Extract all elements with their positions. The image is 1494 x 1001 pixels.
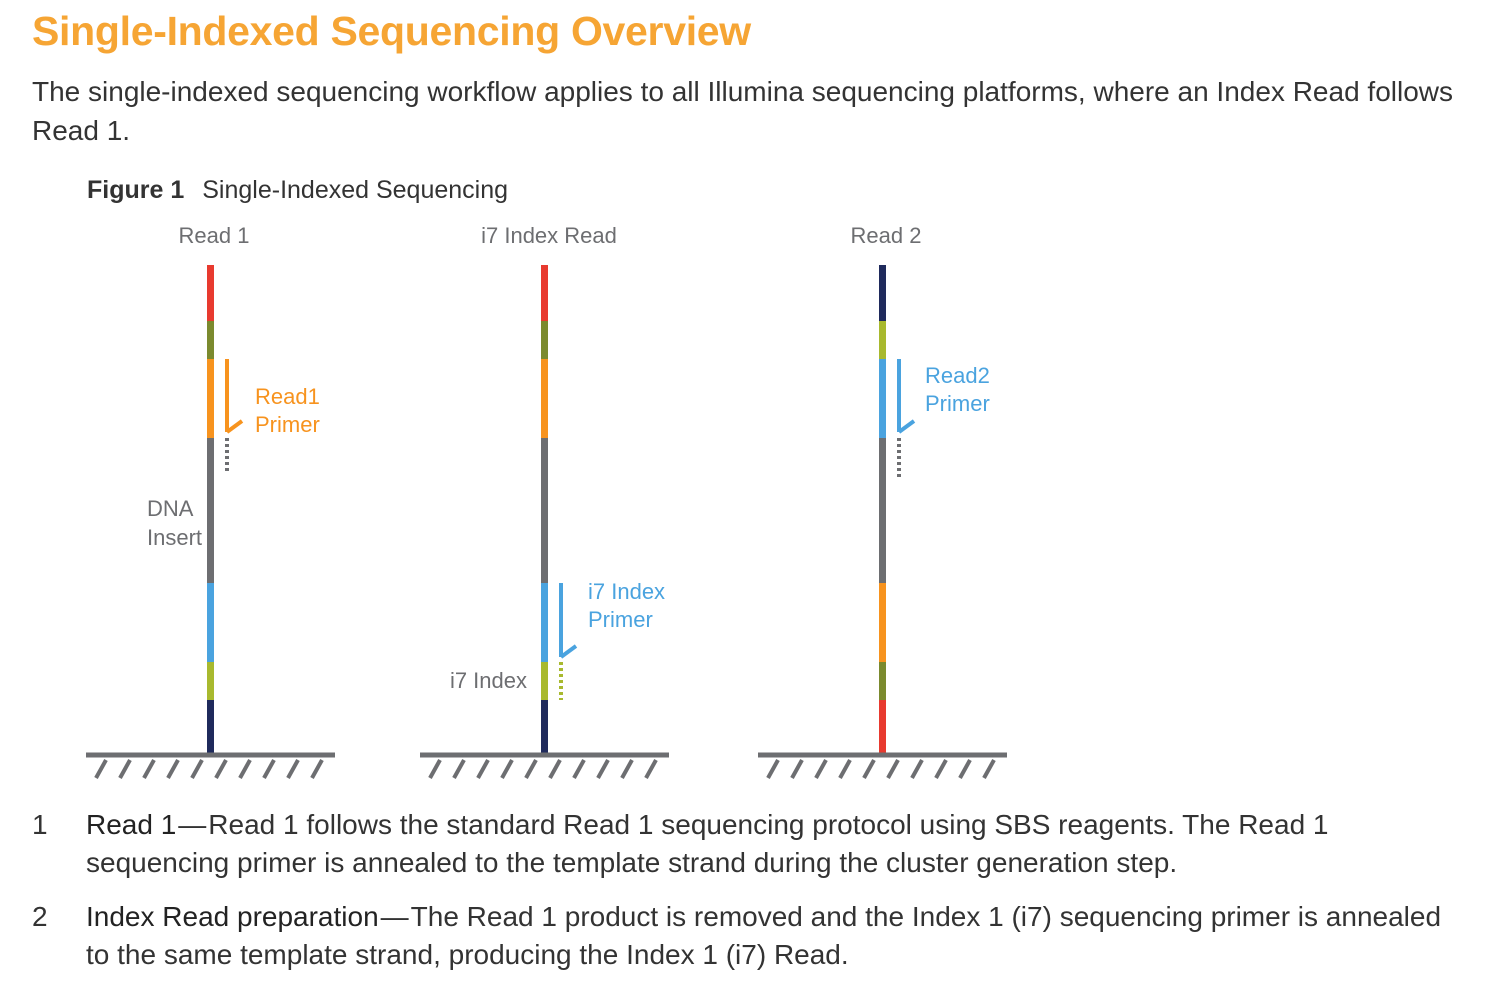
- strand-segment-navy: [207, 700, 214, 753]
- i7-index-label: i7 Index: [450, 668, 527, 693]
- strand-segment-orange: [879, 583, 886, 662]
- strand-segment-red: [207, 265, 214, 321]
- dna-insert-label: DNA Insert: [147, 496, 202, 550]
- strand-segment-blue: [541, 583, 548, 662]
- panel-heading-read1: Read 1: [179, 223, 250, 248]
- strand-segment-yellow-green: [207, 662, 214, 700]
- sequencing-figure: Read 1 i7 Index Read Read 2 Read1 Primer…: [86, 223, 1007, 779]
- step-item: 1 Read 1—Read 1 follows the standard Rea…: [32, 806, 1472, 882]
- figure-caption-text: Single-Indexed Sequencing: [202, 176, 509, 204]
- strand-read1: [207, 265, 214, 753]
- strand-segment-yellow-green: [879, 321, 886, 359]
- strand-segment-orange: [207, 359, 214, 438]
- step-number: 1: [32, 809, 48, 840]
- strand-segment-insert: [207, 438, 214, 583]
- page-title: Single-Indexed Sequencing Overview: [32, 8, 751, 54]
- step-body: The Read 1 product is removed and the In…: [86, 901, 1442, 970]
- i7-index-primer-label: i7 Index Primer: [588, 579, 671, 632]
- strand-segment-blue: [207, 583, 214, 662]
- strand-read2: [879, 265, 886, 753]
- strand-segment-red: [541, 265, 548, 321]
- strand-i7-index-read: [541, 265, 548, 753]
- strand-segment-insert: [541, 438, 548, 583]
- read2-primer-label: Read2 Primer: [925, 363, 996, 416]
- steps-list: 1 Read 1—Read 1 follows the standard Rea…: [32, 806, 1472, 990]
- strand-segment-navy: [879, 265, 886, 321]
- strand-segment-yellow-green: [541, 662, 548, 700]
- read2-primer-arrow: [897, 359, 916, 478]
- step-item: 2 Index Read preparation—The Read 1 prod…: [32, 898, 1472, 974]
- strand-segment-red: [879, 700, 886, 753]
- strand-segment-navy: [541, 700, 548, 753]
- flowcell-surface-1: [86, 752, 335, 779]
- strand-segment-olive: [879, 662, 886, 700]
- flowcell-surface-2: [420, 752, 669, 779]
- strand-segment-olive: [207, 321, 214, 359]
- step-number: 2: [32, 901, 48, 932]
- panel-heading-read2: Read 2: [851, 223, 922, 248]
- intro-paragraph: The single-indexed sequencing workflow a…: [32, 76, 1454, 146]
- strand-segment-orange: [541, 359, 548, 438]
- figure-caption: Figure 1 Single-Indexed Sequencing: [87, 176, 508, 205]
- read1-primer-label: Read1 Primer: [255, 384, 326, 437]
- step-heading: Index Read preparation: [86, 901, 379, 932]
- step-separator: —: [178, 809, 207, 840]
- step-separator: —: [380, 901, 409, 932]
- figure-number: Figure 1: [87, 176, 185, 204]
- read1-primer-arrow: [225, 359, 244, 474]
- panel-heading-i7-index-read: i7 Index Read: [481, 223, 617, 248]
- strand-segment-blue: [879, 359, 886, 438]
- strand-segment-olive: [541, 321, 548, 359]
- step-body: Read 1 follows the standard Read 1 seque…: [86, 809, 1329, 878]
- i7-index-primer-arrow: [559, 583, 578, 700]
- step-heading: Read 1: [86, 809, 177, 840]
- strand-segment-insert: [879, 438, 886, 583]
- flowcell-surface-3: [758, 752, 1007, 779]
